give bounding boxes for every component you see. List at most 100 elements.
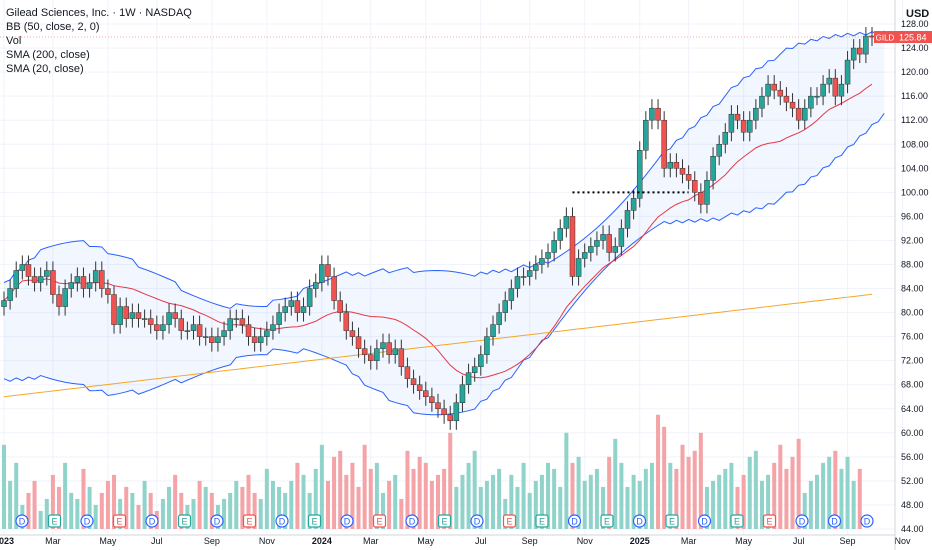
event-marker[interactable]: E <box>502 514 517 528</box>
event-marker[interactable]: D <box>470 514 484 528</box>
indicator-sma20[interactable]: SMA (20, close) <box>6 63 84 75</box>
candle-body <box>539 258 545 265</box>
event-marker[interactable]: E <box>730 514 744 528</box>
candle-body <box>698 192 704 205</box>
candle-body <box>795 107 802 121</box>
event-marker[interactable]: E <box>242 514 257 528</box>
event-marker[interactable]: E <box>372 514 387 528</box>
volume-bar <box>491 474 496 529</box>
x-tick-label: 2023 <box>0 536 14 546</box>
event-marker[interactable]: E <box>112 514 127 528</box>
event-marker-label: E <box>604 517 610 527</box>
event-marker[interactable]: D <box>340 514 354 528</box>
event-marker[interactable]: D <box>795 514 809 528</box>
candle-body <box>343 312 350 331</box>
volume-bar <box>264 468 269 529</box>
event-marker[interactable]: D <box>697 514 712 528</box>
candle-body <box>172 312 178 319</box>
event-marker-label: E <box>311 517 317 527</box>
event-marker[interactable]: D <box>567 514 582 528</box>
volume-bar <box>429 480 434 529</box>
candle-body <box>600 234 606 241</box>
y-tick-label: 72.00 <box>901 356 924 366</box>
event-marker[interactable]: E <box>307 514 322 528</box>
earnings-marker <box>502 514 517 528</box>
symbol-title[interactable]: Gilead Sciences, Inc. · 1W · NASDAQ <box>6 7 192 19</box>
volume-bar <box>790 456 795 529</box>
volume-bar <box>350 462 355 529</box>
event-marker[interactable]: D <box>145 514 159 528</box>
volume-bar <box>619 462 624 529</box>
price-axis[interactable]: 128.00 124.00 120.00 116.00 112.00 108.00 104.… <box>874 0 932 550</box>
event-marker[interactable]: D <box>632 514 647 528</box>
volume-bar <box>112 474 117 529</box>
indicator-legend: Gilead Sciences, Inc. · 1W · NASDAQ BB (… <box>6 6 192 76</box>
y-tick-label: 76.00 <box>901 332 924 342</box>
x-tick-label: Sep <box>840 536 856 546</box>
candle-body <box>386 342 392 355</box>
event-marker[interactable]: D <box>405 514 419 528</box>
currency-label[interactable]: USD <box>906 8 930 20</box>
event-marker[interactable]: E <box>762 514 777 528</box>
volume-bar <box>179 492 184 529</box>
event-marker[interactable]: E <box>47 514 62 528</box>
event-marker[interactable]: D <box>860 514 874 528</box>
y-tick-label: 56.00 <box>901 452 924 462</box>
candle-body <box>19 264 26 271</box>
sma20-line <box>3 83 873 379</box>
symbol-tag-bg <box>874 31 896 44</box>
y-tick-label: 92.00 <box>901 235 924 245</box>
dividend-marker <box>795 514 809 528</box>
volume-bar <box>44 498 49 529</box>
volume-bar <box>173 474 178 529</box>
candle-body <box>380 342 386 349</box>
event-marker[interactable]: D <box>210 514 224 528</box>
candle-body <box>306 288 313 307</box>
event-marker[interactable]: E <box>535 514 549 528</box>
volume-bar <box>124 486 129 529</box>
volume-bar <box>802 492 807 529</box>
event-marker[interactable]: D <box>275 514 289 528</box>
dividend-marker <box>340 514 354 528</box>
volume-bar <box>594 468 599 529</box>
event-marker[interactable]: D <box>80 514 94 528</box>
indicator-sma200[interactable]: SMA (200, close) <box>6 49 90 61</box>
candle-body <box>520 276 527 278</box>
event-marker[interactable]: E <box>600 514 614 528</box>
event-marker[interactable]: E <box>437 514 452 528</box>
event-marker-label: D <box>84 517 91 527</box>
event-marker-label: D <box>279 517 286 527</box>
volume-bar <box>472 450 477 529</box>
earnings-marker <box>730 514 744 528</box>
candle-body <box>581 252 588 259</box>
volume-bar <box>649 462 654 529</box>
candle-body <box>832 77 839 97</box>
event-marker[interactable]: E <box>177 514 192 528</box>
y-tick-label: 96.00 <box>901 211 924 221</box>
dividend-marker <box>860 514 874 528</box>
volume-bar <box>436 474 440 529</box>
dividend-marker <box>697 514 712 528</box>
volume-bar <box>325 480 330 529</box>
x-tick-label: Jul <box>475 536 487 546</box>
candle-body <box>80 276 87 289</box>
indicator-vol[interactable]: Vol <box>6 35 22 47</box>
event-marker-label: E <box>734 517 740 527</box>
x-tick-label: Jul <box>793 536 805 546</box>
event-marker[interactable]: E <box>665 514 679 528</box>
event-marker-label: D <box>344 517 351 527</box>
volume-bar <box>533 480 538 529</box>
volume-bar <box>570 462 575 529</box>
indicator-bb[interactable]: BB (50, close, 2, 0) <box>6 21 100 33</box>
earnings-marker <box>112 514 127 528</box>
volume-bar <box>741 474 746 529</box>
event-marker[interactable]: D <box>15 514 29 528</box>
candle-body <box>361 348 368 355</box>
volume-bar <box>258 498 263 529</box>
event-marker[interactable]: D <box>827 514 842 528</box>
volume-bar <box>228 492 233 529</box>
volume-bar <box>209 492 214 529</box>
candle-body <box>759 95 765 109</box>
